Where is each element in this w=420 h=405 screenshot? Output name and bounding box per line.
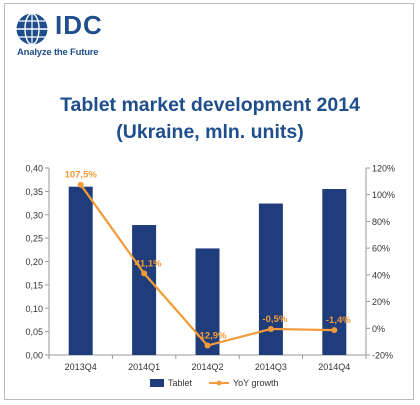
right-tick-label: 60% bbox=[372, 244, 390, 254]
left-tick-label: 0,40 bbox=[25, 164, 43, 174]
point-yoy-growth bbox=[77, 181, 84, 188]
data-label-yoy: -12,9% bbox=[196, 331, 227, 342]
x-tick-label: 2014Q4 bbox=[318, 362, 350, 372]
right-tick-label: 100% bbox=[372, 190, 395, 200]
right-tick-label: 80% bbox=[372, 217, 390, 227]
data-label-yoy: 107,5% bbox=[65, 170, 98, 181]
right-tick-label: 120% bbox=[372, 164, 395, 174]
chart-title: Tablet market development 2014 (Ukraine,… bbox=[5, 92, 415, 146]
point-yoy-growth bbox=[204, 342, 211, 349]
globe-icon bbox=[16, 12, 48, 46]
legend-label-tablet: Tablet bbox=[168, 378, 193, 388]
left-tick-label: 0,20 bbox=[25, 257, 43, 267]
x-tick-label: 2014Q1 bbox=[128, 362, 160, 372]
legend-label-yoy: YoY growth bbox=[233, 378, 279, 388]
right-tick-label: -20% bbox=[372, 351, 393, 361]
chart-title-line1: Tablet market development 2014 bbox=[60, 94, 360, 116]
left-tick-label: 0,25 bbox=[25, 234, 43, 244]
chart-frame: IDC Analyze the Future Tablet market dev… bbox=[4, 3, 414, 400]
logo-wordmark: IDC bbox=[55, 10, 103, 40]
right-tick-label: 0% bbox=[372, 324, 385, 334]
point-yoy-growth bbox=[331, 327, 338, 334]
x-tick-label: 2014Q3 bbox=[255, 362, 287, 372]
data-label-yoy: 41,1% bbox=[135, 258, 162, 269]
right-tick-label: 20% bbox=[372, 297, 390, 307]
left-tick-label: 0,35 bbox=[25, 187, 43, 197]
point-yoy-growth bbox=[141, 270, 148, 277]
x-tick-label: 2014Q2 bbox=[191, 362, 223, 372]
left-tick-label: 0,00 bbox=[25, 351, 43, 361]
left-tick-label: 0,10 bbox=[25, 304, 43, 314]
legend-swatch-tablet bbox=[150, 379, 164, 387]
bar-tablet bbox=[68, 186, 93, 355]
legend-marker-yoy bbox=[216, 380, 222, 386]
chart-plot: 0,00 0,05 0,10 0,15 0,20 0,25 0,30 0,35 0,40 -20%… bbox=[25, 164, 395, 389]
point-yoy-growth bbox=[267, 325, 274, 332]
bar-tablet bbox=[132, 225, 157, 355]
logo-tagline: Analyze the Future bbox=[17, 47, 99, 58]
idc-logo: IDC Analyze the Future bbox=[15, 10, 195, 58]
data-label-yoy: -1,4% bbox=[326, 315, 351, 326]
data-label-yoy: -0,5% bbox=[262, 314, 287, 325]
left-tick-label: 0,05 bbox=[25, 327, 43, 337]
left-tick-label: 0,30 bbox=[25, 210, 43, 220]
chart-title-line2: (Ukraine, mln. units) bbox=[116, 121, 304, 143]
left-tick-label: 0,15 bbox=[25, 280, 43, 290]
x-tick-label: 2013Q4 bbox=[65, 362, 97, 372]
right-tick-label: 40% bbox=[372, 270, 390, 280]
